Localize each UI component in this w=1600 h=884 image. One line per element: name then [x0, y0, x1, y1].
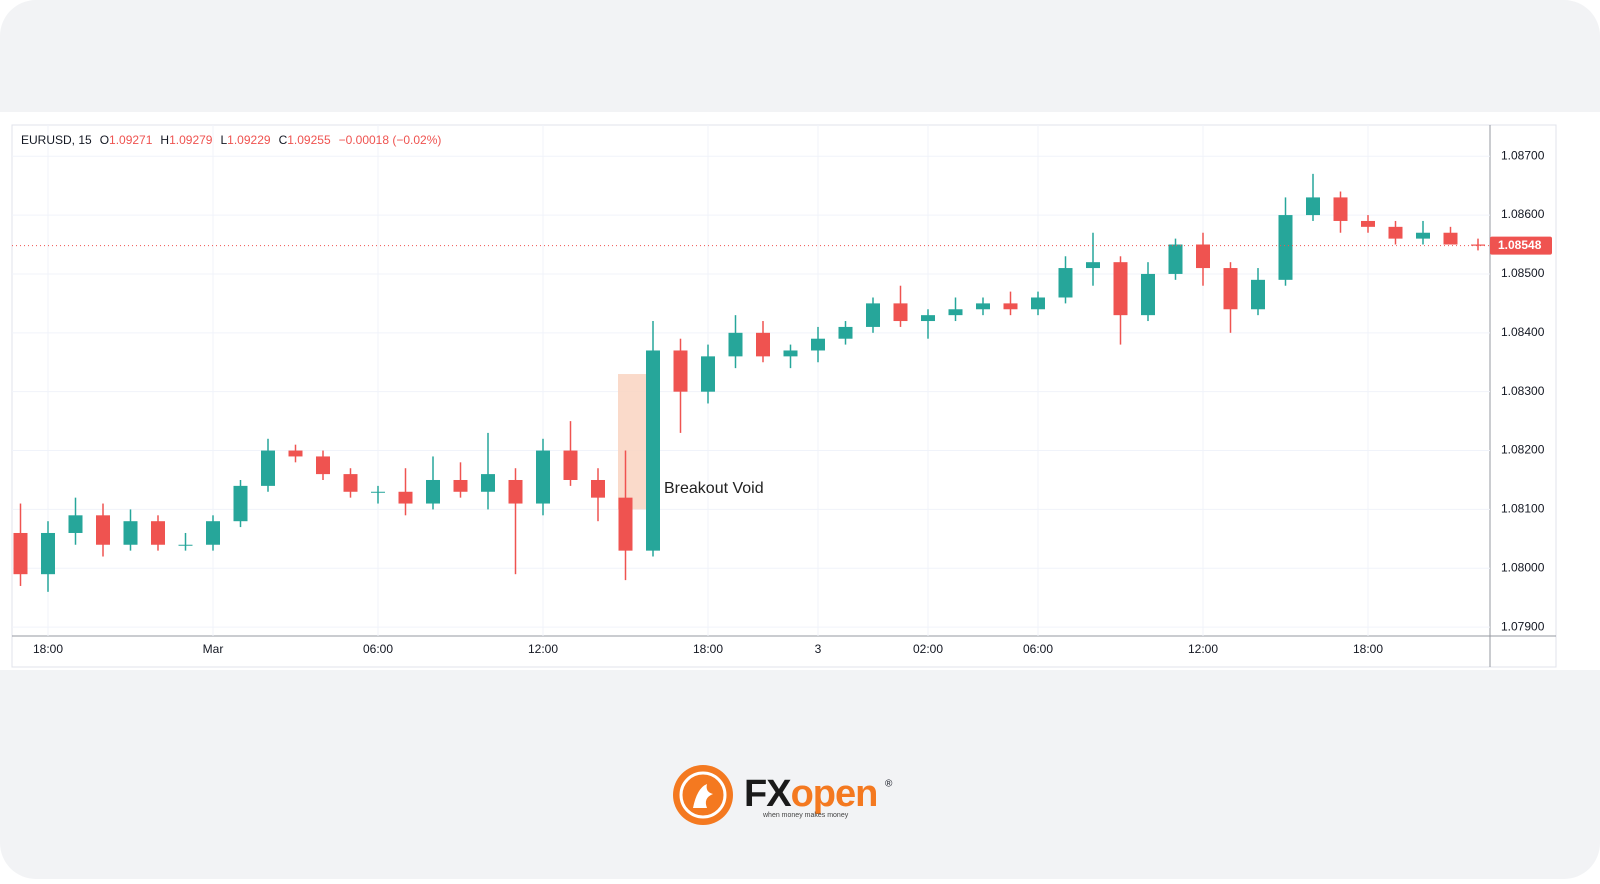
- candle-body: [68, 515, 83, 533]
- y-tick-label: 1.08000: [1501, 560, 1545, 574]
- candle-body: [563, 450, 578, 480]
- candle-body: [1223, 268, 1238, 310]
- candle-body: [123, 521, 138, 545]
- candle-body: [288, 450, 303, 457]
- candle-body: [453, 479, 468, 492]
- candle-body: [508, 479, 523, 504]
- candle-body: [1443, 232, 1458, 245]
- candle-body: [811, 338, 825, 351]
- candle-body: [13, 532, 28, 575]
- candle-body: [701, 356, 715, 392]
- candle-body: [1086, 262, 1100, 269]
- candle-body: [1251, 279, 1265, 310]
- candle-body: [618, 497, 633, 551]
- brand-name: FXopen: [744, 773, 877, 815]
- candle-body: [1471, 244, 1485, 246]
- candle-body: [893, 303, 908, 322]
- brand-open: open: [791, 773, 878, 815]
- logo-icon-ring: [679, 771, 727, 819]
- candle-body: [426, 479, 440, 504]
- candle-body: [398, 491, 413, 504]
- candle-body: [343, 474, 358, 492]
- y-tick-label: 1.08700: [1501, 148, 1545, 162]
- candle-body: [948, 309, 963, 316]
- chart-header: EURUSD, 15 O1.09271 H1.09279 L1.09229 C1.092…: [21, 133, 441, 147]
- candle-body: [536, 450, 550, 504]
- candle-body: [151, 521, 165, 545]
- candle-body: [673, 350, 688, 392]
- candle-body: [1058, 268, 1073, 298]
- y-tick-label: 1.08100: [1501, 502, 1545, 516]
- annotation-label: Breakout Void: [664, 480, 764, 497]
- candle-body: [371, 491, 385, 493]
- candle-body: [41, 532, 55, 575]
- logo-icon-shape: [693, 784, 713, 808]
- candle-body: [96, 515, 110, 545]
- candle-body: [1003, 303, 1018, 310]
- y-tick-label: 1.07900: [1501, 619, 1545, 633]
- candle-body: [1278, 215, 1293, 280]
- candle-body: [1141, 273, 1155, 316]
- y-tick-label: 1.08400: [1501, 325, 1545, 339]
- header-high: 1.09279: [169, 133, 213, 147]
- candle-body: [206, 521, 220, 545]
- y-tick-label: 1.08600: [1501, 207, 1545, 221]
- candle-body: [233, 485, 248, 522]
- y-tick-label: 1.08300: [1501, 384, 1545, 398]
- candle-body: [1306, 197, 1320, 216]
- candle-body: [178, 544, 193, 546]
- candle-body: [1388, 226, 1403, 239]
- last-price-label: 1.08548: [1498, 238, 1542, 252]
- candle-body: [866, 303, 880, 327]
- x-tick-label: 3: [815, 642, 822, 656]
- x-tick-label: 18:00: [693, 642, 723, 656]
- header-low-label: L: [220, 133, 227, 147]
- brand-mark: ®: [885, 779, 893, 790]
- candle-body: [1168, 244, 1183, 274]
- candle-body: [481, 474, 495, 492]
- x-tick-label: 18:00: [1353, 642, 1383, 656]
- x-tick-label: 12:00: [1188, 642, 1218, 656]
- candle-body: [783, 350, 798, 357]
- x-tick-label: 06:00: [363, 642, 393, 656]
- candle-body: [316, 456, 330, 475]
- x-tick-label: 02:00: [913, 642, 943, 656]
- candle-body: [976, 303, 990, 310]
- logo: FXopen ® when money makes money: [673, 765, 893, 825]
- candle-body: [1333, 197, 1348, 221]
- header-open: 1.09271: [109, 133, 153, 147]
- candle-body: [921, 315, 935, 322]
- breakout-void: [618, 374, 646, 510]
- header-change: −0.00018 (−0.02%): [339, 133, 442, 147]
- y-tick-label: 1.08500: [1501, 266, 1545, 280]
- last-price-tag: [1490, 236, 1552, 255]
- y-tick-label: 1.08200: [1501, 443, 1545, 457]
- candle-body: [261, 450, 275, 486]
- header-close: 1.09255: [287, 133, 331, 147]
- x-tick-label: 06:00: [1023, 642, 1053, 656]
- candle-body: [646, 350, 660, 551]
- brand-tagline: when money makes money: [762, 812, 849, 819]
- candle-body: [1113, 262, 1128, 316]
- header-symbol: EURUSD, 15: [21, 133, 92, 147]
- candle-body: [1196, 244, 1210, 269]
- candle-body: [756, 332, 770, 357]
- candle-body: [838, 326, 853, 339]
- x-tick-label: 12:00: [528, 642, 558, 656]
- x-tick-label: 18:00: [33, 642, 63, 656]
- header-high-label: H: [160, 133, 169, 147]
- chart-frame: [11, 124, 1557, 668]
- candle-body: [1416, 232, 1430, 239]
- header-close-label: C: [279, 133, 288, 147]
- candle-body: [728, 332, 743, 357]
- x-tick-label: Mar: [203, 642, 224, 656]
- header-low: 1.09229: [227, 133, 271, 147]
- chart-panel: [0, 112, 1600, 670]
- candle-body: [1361, 220, 1375, 227]
- candle-body: [591, 479, 605, 498]
- candle-body: [1031, 297, 1045, 310]
- brand-fx: FX: [744, 773, 792, 815]
- header-open-label: O: [100, 133, 109, 147]
